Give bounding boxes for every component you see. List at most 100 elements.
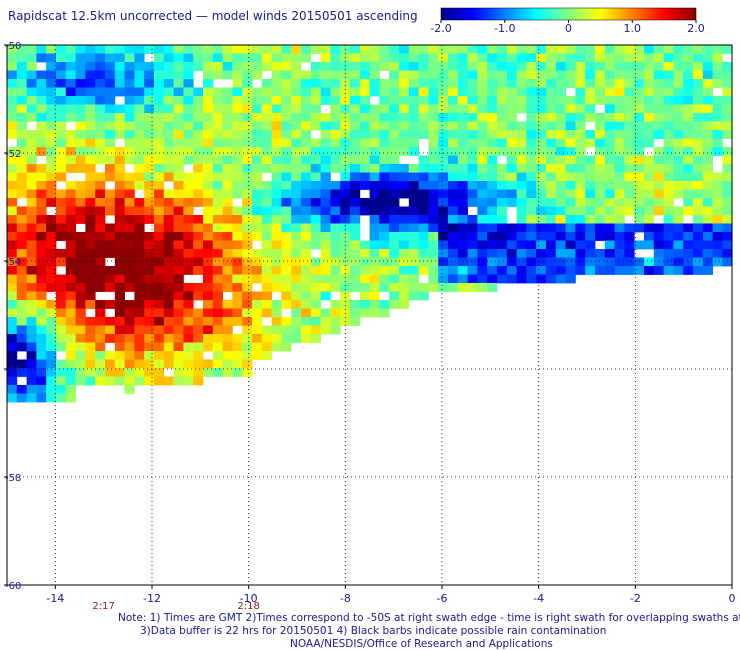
heatmap-cell: [477, 130, 488, 139]
heatmap-cell: [359, 172, 370, 182]
heatmap-cell: [105, 130, 116, 139]
y-tick-label: -50: [5, 41, 21, 52]
heatmap-cell: [438, 130, 449, 139]
heatmap-cell: [301, 249, 312, 258]
heatmap-cell: [281, 62, 292, 71]
heatmap-cell: [497, 257, 508, 267]
heatmap-cell: [46, 62, 57, 71]
heatmap-cell: [712, 240, 723, 250]
heatmap-cell: [457, 240, 468, 250]
heatmap-cell: [291, 325, 302, 335]
heatmap-cell: [467, 215, 478, 224]
heatmap-cell: [154, 351, 165, 360]
heatmap-cell: [693, 87, 704, 97]
heatmap-cell: [340, 147, 351, 156]
heatmap-cell: [428, 249, 439, 258]
heatmap-cell: [222, 223, 233, 233]
heatmap-cell: [585, 266, 596, 275]
heatmap-cell: [291, 198, 302, 207]
heatmap-cell: [702, 62, 713, 71]
heatmap-cell: [516, 104, 527, 114]
heatmap-cell: [575, 104, 586, 114]
heatmap-cell: [114, 342, 125, 352]
heatmap-cell: [242, 317, 253, 326]
heatmap-cell: [487, 53, 498, 63]
heatmap-cell: [301, 198, 312, 207]
heatmap-cell: [418, 232, 429, 241]
heatmap-cell: [154, 300, 165, 309]
heatmap-cell: [536, 223, 547, 233]
heatmap-cell: [595, 53, 606, 63]
heatmap-cell: [7, 164, 18, 173]
heatmap-cell: [193, 291, 204, 301]
heatmap-cell: [114, 266, 125, 275]
heatmap-cell: [232, 368, 243, 377]
heatmap-cell: [565, 45, 576, 54]
heatmap-cell: [36, 198, 47, 207]
heatmap-cell: [575, 172, 586, 182]
heatmap-cell: [624, 96, 635, 105]
heatmap-cell: [575, 232, 586, 241]
heatmap-cell: [16, 393, 27, 403]
heatmap-cell: [467, 62, 478, 71]
heatmap-cell: [183, 359, 194, 369]
heatmap-cell: [252, 249, 263, 258]
heatmap-cell: [585, 130, 596, 139]
heatmap-cell: [604, 240, 615, 250]
heatmap-cell: [183, 87, 194, 97]
heatmap-cell: [722, 70, 733, 80]
heatmap-cell: [183, 223, 194, 233]
heatmap-cell: [722, 79, 733, 88]
heatmap-cell: [203, 317, 214, 326]
heatmap-cell: [163, 96, 174, 105]
heatmap-cell: [105, 53, 116, 63]
heatmap-cell: [183, 189, 194, 199]
heatmap-cell: [16, 172, 27, 182]
heatmap-cell: [516, 53, 527, 63]
heatmap-cell: [144, 368, 155, 377]
time-label: 2:17: [92, 601, 114, 610]
heatmap-cell: [663, 206, 674, 216]
heatmap-cell: [261, 104, 272, 114]
heatmap-cell: [516, 121, 527, 131]
heatmap-cell: [163, 351, 174, 360]
heatmap-cell: [340, 172, 351, 182]
heatmap-cell: [301, 104, 312, 114]
heatmap-cell: [75, 130, 86, 139]
heatmap-cell: [212, 274, 223, 284]
heatmap-cell: [624, 266, 635, 275]
heatmap-cell: [154, 96, 165, 105]
heatmap-cell: [320, 130, 331, 139]
heatmap-cell: [95, 138, 106, 148]
heatmap-cell: [271, 240, 282, 250]
heatmap-cell: [163, 240, 174, 250]
heatmap-cell: [350, 79, 361, 88]
heatmap-cell: [281, 274, 292, 284]
heatmap-cell: [154, 70, 165, 80]
heatmap-cell: [85, 206, 96, 216]
heatmap-cell: [85, 283, 96, 292]
heatmap-cell: [46, 308, 57, 318]
heatmap-cell: [271, 172, 282, 182]
heatmap-cell: [653, 189, 664, 199]
heatmap-cell: [144, 359, 155, 369]
heatmap-cell: [369, 104, 380, 114]
heatmap-cell: [242, 215, 253, 224]
heatmap-cell: [183, 53, 194, 63]
heatmap-cell: [595, 96, 606, 105]
heatmap-cell: [65, 351, 76, 360]
heatmap-cell: [497, 198, 508, 207]
heatmap-cell: [683, 53, 694, 63]
heatmap-cell: [95, 113, 106, 122]
heatmap-cell: [555, 172, 566, 182]
heatmap-cell: [46, 334, 57, 343]
heatmap-cell: [193, 155, 204, 165]
heatmap-cell: [683, 155, 694, 165]
heatmap-cell: [95, 189, 106, 199]
heatmap-cell: [634, 96, 645, 105]
heatmap-cell: [56, 45, 67, 54]
heatmap-cell: [7, 283, 18, 292]
heatmap-cell: [330, 130, 341, 139]
heatmap-cell: [438, 104, 449, 114]
heatmap-cell: [428, 53, 439, 63]
